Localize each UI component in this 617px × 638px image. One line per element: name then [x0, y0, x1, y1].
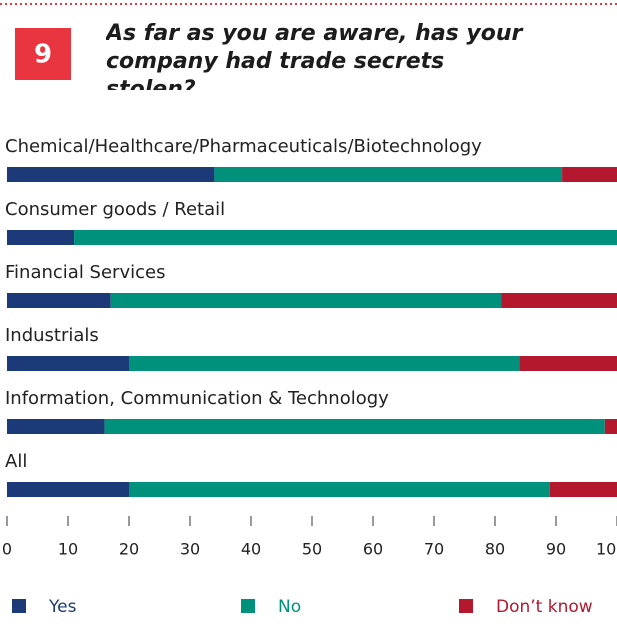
- category-label: Financial Services: [5, 262, 165, 283]
- category-label: Consumer goods / Retail: [5, 199, 225, 220]
- bar-segment: [129, 356, 520, 371]
- x-tick-label: 20: [119, 540, 139, 559]
- bar-segment: [604, 419, 617, 434]
- bar-segment: [7, 230, 75, 245]
- bar-segment: [214, 167, 563, 182]
- bar-segment: [7, 356, 129, 371]
- bar-segment: [519, 356, 617, 371]
- bar-segment: [549, 482, 617, 497]
- category-label: Chemical/Healthcare/Pharmaceuticals/Biot…: [5, 136, 482, 157]
- bar-segment: [562, 167, 617, 182]
- x-tick-label: 80: [485, 540, 505, 559]
- legend-label: No: [278, 597, 301, 617]
- bar-segment: [104, 419, 605, 434]
- bar-segment: [7, 482, 129, 497]
- legend-label: Yes: [48, 597, 77, 617]
- badge: 9: [34, 40, 52, 70]
- bar-segment: [7, 167, 215, 182]
- category-label: Information, Communication & Technology: [5, 388, 389, 409]
- bar-segment: [110, 293, 502, 308]
- badge-box: [15, 28, 71, 80]
- x-tick-label: 0: [2, 540, 12, 559]
- bar-segment: [7, 419, 105, 434]
- x-tick-label: 60: [363, 540, 383, 559]
- category-label: Industrials: [5, 325, 99, 346]
- legend-label: Don’t know: [496, 597, 593, 617]
- x-tick-label: 50: [302, 540, 322, 559]
- x-tick-label: 100: [596, 540, 617, 559]
- legend-swatch: [12, 599, 26, 613]
- x-tick-label: 10: [58, 540, 78, 559]
- legend-swatch: [459, 599, 473, 613]
- x-tick-label: 70: [424, 540, 444, 559]
- title-box: As far as you are aware, has your compan…: [106, 21, 523, 90]
- chart-title: As far as you are aware, has your compan…: [106, 21, 523, 90]
- bar-segment: [74, 230, 617, 245]
- bar-segment: [501, 293, 617, 308]
- category-label: All: [5, 451, 27, 472]
- legend-swatch: [241, 599, 255, 613]
- bar-segment: [129, 482, 550, 497]
- x-tick-label: 90: [546, 540, 566, 559]
- x-tick-label: 40: [241, 540, 261, 559]
- x-tick-label: 30: [180, 540, 200, 559]
- bar-segment: [7, 293, 111, 308]
